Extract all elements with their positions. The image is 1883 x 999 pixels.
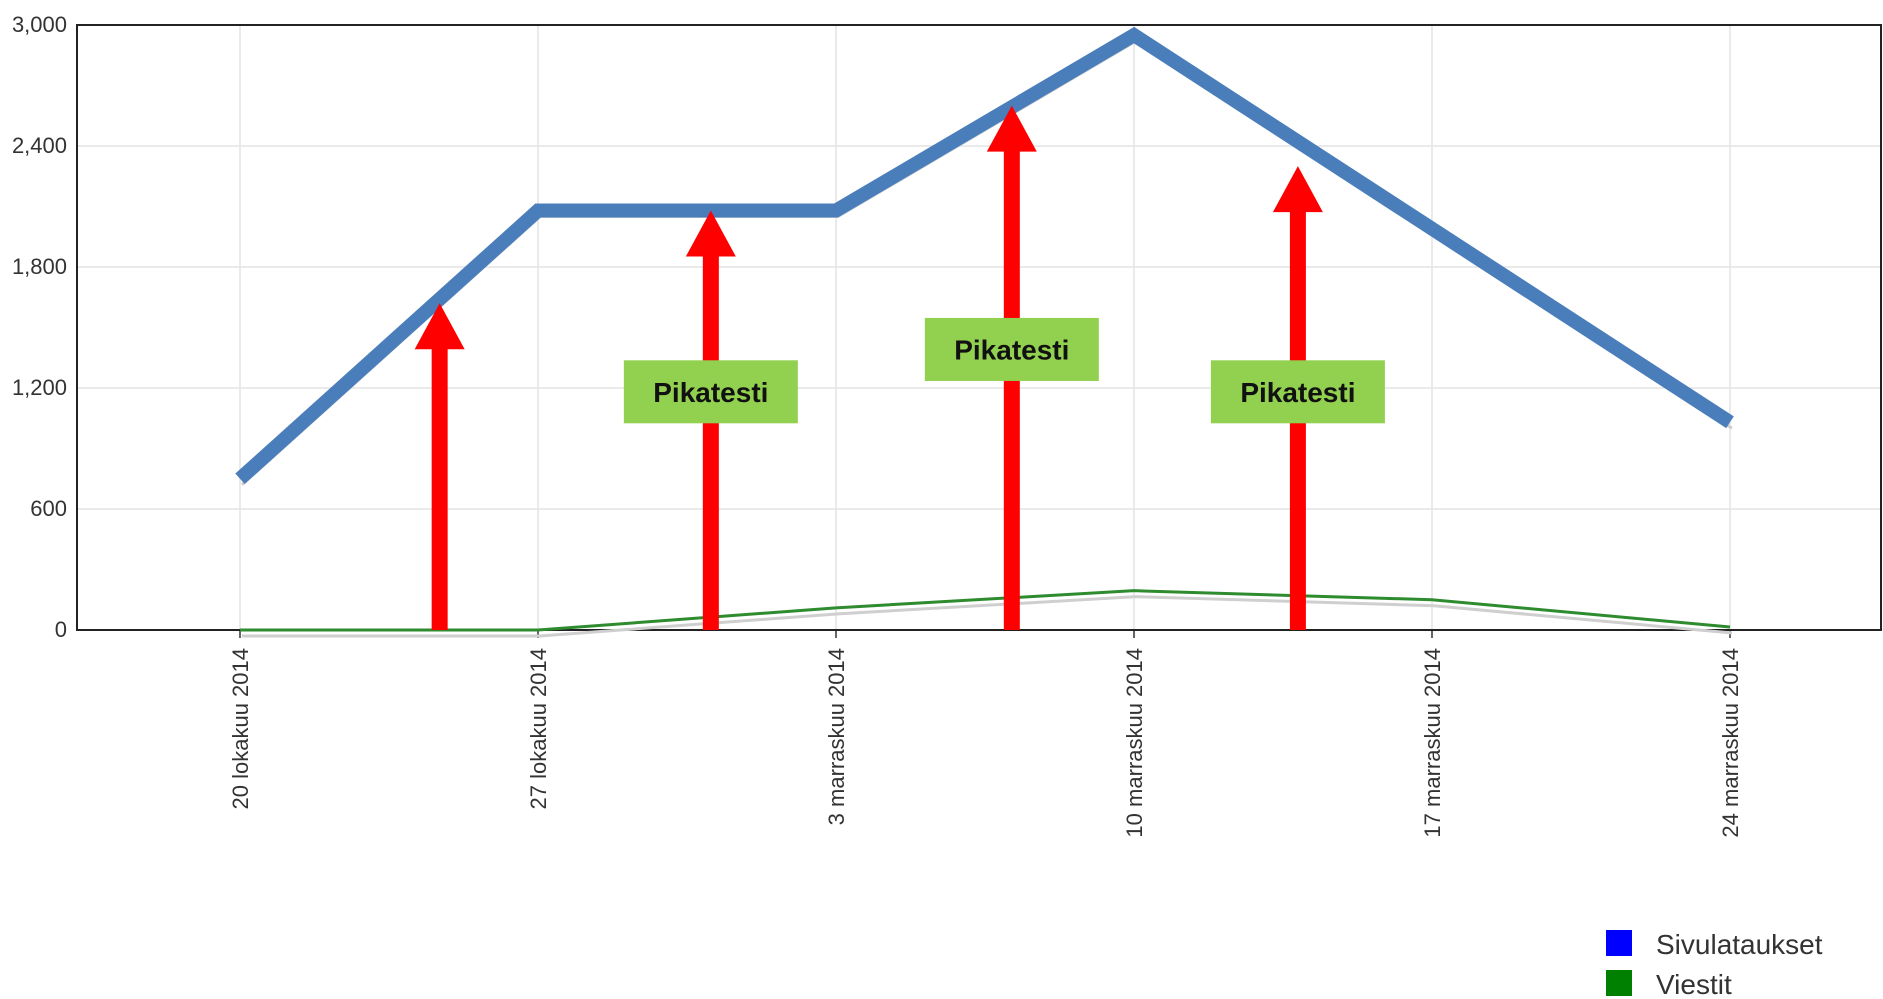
y-tick-label: 1,200 — [12, 375, 67, 400]
arrow-head — [1272, 166, 1323, 213]
series-line-viestit — [240, 589, 1731, 632]
y-tick-label: 0 — [55, 617, 67, 642]
x-tick-label: 20 lokakuu 2014 — [228, 648, 253, 809]
x-tick-label: 24 marraskuu 2014 — [1718, 648, 1743, 838]
legend-swatch — [1606, 930, 1632, 956]
x-tick-label: 3 marraskuu 2014 — [824, 648, 849, 825]
arrow-head — [685, 210, 736, 257]
arrow-shaft — [1003, 149, 1020, 630]
pikatesti-label-box — [1210, 360, 1385, 424]
pikatesti-label-box — [623, 360, 798, 424]
pikatesti-label: Pikatesti — [954, 334, 1069, 365]
x-tick-labels: 20 lokakuu 2014 27 lokakuu 2014 3 marrasku… — [228, 648, 1743, 838]
y-tick-label: 2,400 — [12, 133, 67, 158]
legend: Sivulataukset Viestit — [1606, 929, 1823, 999]
x-tick-label: 27 lokakuu 2014 — [526, 648, 551, 809]
x-tick-label: 10 marraskuu 2014 — [1122, 648, 1147, 838]
y-tick-label: 3,000 — [12, 12, 67, 37]
legend-swatch — [1606, 970, 1632, 996]
x-tick-label: 17 marraskuu 2014 — [1420, 648, 1445, 838]
y-tick-label: 1,800 — [12, 254, 67, 279]
y-tick-labels: 0 600 1,200 1,800 2,400 3,000 — [12, 12, 67, 642]
legend-label: Viestit — [1656, 969, 1732, 999]
series-line-sivulataukset — [235, 26, 1734, 484]
y-tick-label: 600 — [30, 496, 67, 521]
legend-label: Sivulataukset — [1656, 929, 1823, 960]
arrow-head — [986, 105, 1037, 152]
arrow-head — [414, 303, 465, 350]
annotations: Pikatesti Pikatesti Pikatesti — [414, 105, 1385, 631]
series-shadow — [240, 39, 1733, 486]
arrow-shaft — [431, 347, 448, 630]
pikatesti-label: Pikatesti — [653, 377, 768, 408]
plot-frame — [76, 24, 1882, 631]
arrow-shaft — [702, 254, 719, 631]
pikatesti-label: Pikatesti — [1240, 377, 1355, 408]
series-shadow — [242, 595, 1733, 638]
pikatesti-label-box — [924, 317, 1099, 381]
